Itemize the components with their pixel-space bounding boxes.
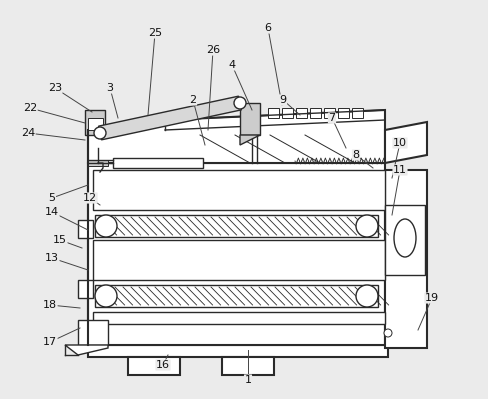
Bar (310, 108, 321, 118)
Bar (88, 118, 103, 130)
Polygon shape (240, 135, 260, 145)
Bar (282, 108, 293, 118)
Text: 6: 6 (264, 23, 271, 33)
Ellipse shape (394, 219, 416, 257)
Ellipse shape (356, 215, 378, 237)
Bar (268, 108, 279, 118)
Bar (128, 357, 180, 375)
Text: 26: 26 (206, 45, 220, 55)
Polygon shape (99, 96, 242, 140)
Text: 9: 9 (280, 95, 286, 105)
Text: 13: 13 (45, 253, 59, 263)
Text: 23: 23 (48, 83, 62, 93)
Text: 17: 17 (43, 337, 57, 347)
Bar (222, 357, 274, 375)
Text: 8: 8 (352, 150, 360, 160)
Bar (338, 108, 349, 118)
Text: 25: 25 (148, 28, 162, 38)
Bar (88, 345, 388, 357)
Text: 4: 4 (228, 60, 236, 70)
Bar (93, 312, 385, 324)
Text: 10: 10 (393, 138, 407, 148)
Bar (78, 280, 93, 298)
Polygon shape (240, 103, 260, 135)
Bar (78, 220, 93, 238)
Text: 12: 12 (83, 193, 97, 203)
Bar (85, 110, 105, 135)
Bar (385, 170, 427, 348)
Text: 15: 15 (53, 235, 67, 245)
Bar (95, 285, 378, 307)
Bar (113, 158, 203, 168)
Ellipse shape (94, 127, 106, 139)
Bar (324, 108, 335, 118)
Bar (352, 108, 363, 118)
Ellipse shape (384, 329, 392, 337)
Bar (88, 163, 385, 345)
Polygon shape (88, 110, 385, 163)
Ellipse shape (95, 285, 117, 307)
Polygon shape (385, 122, 427, 163)
Text: 18: 18 (43, 300, 57, 310)
Ellipse shape (234, 97, 246, 109)
Text: 14: 14 (45, 207, 59, 217)
Text: 24: 24 (21, 128, 35, 138)
Text: 19: 19 (425, 293, 439, 303)
Ellipse shape (95, 215, 117, 237)
Text: 11: 11 (393, 165, 407, 175)
Polygon shape (65, 345, 108, 355)
Bar (93, 170, 385, 210)
Text: 22: 22 (23, 103, 37, 113)
Text: 3: 3 (106, 83, 114, 93)
Bar (93, 240, 385, 280)
Bar (397, 230, 413, 246)
Text: 5: 5 (48, 193, 56, 203)
Bar (385, 205, 425, 275)
Bar (95, 215, 378, 237)
Text: 1: 1 (244, 375, 251, 385)
Ellipse shape (356, 285, 378, 307)
Text: 16: 16 (156, 360, 170, 370)
Bar (88, 160, 108, 166)
Bar (78, 320, 108, 345)
Text: 7: 7 (328, 113, 336, 123)
Text: 2: 2 (189, 95, 197, 105)
Bar (296, 108, 307, 118)
